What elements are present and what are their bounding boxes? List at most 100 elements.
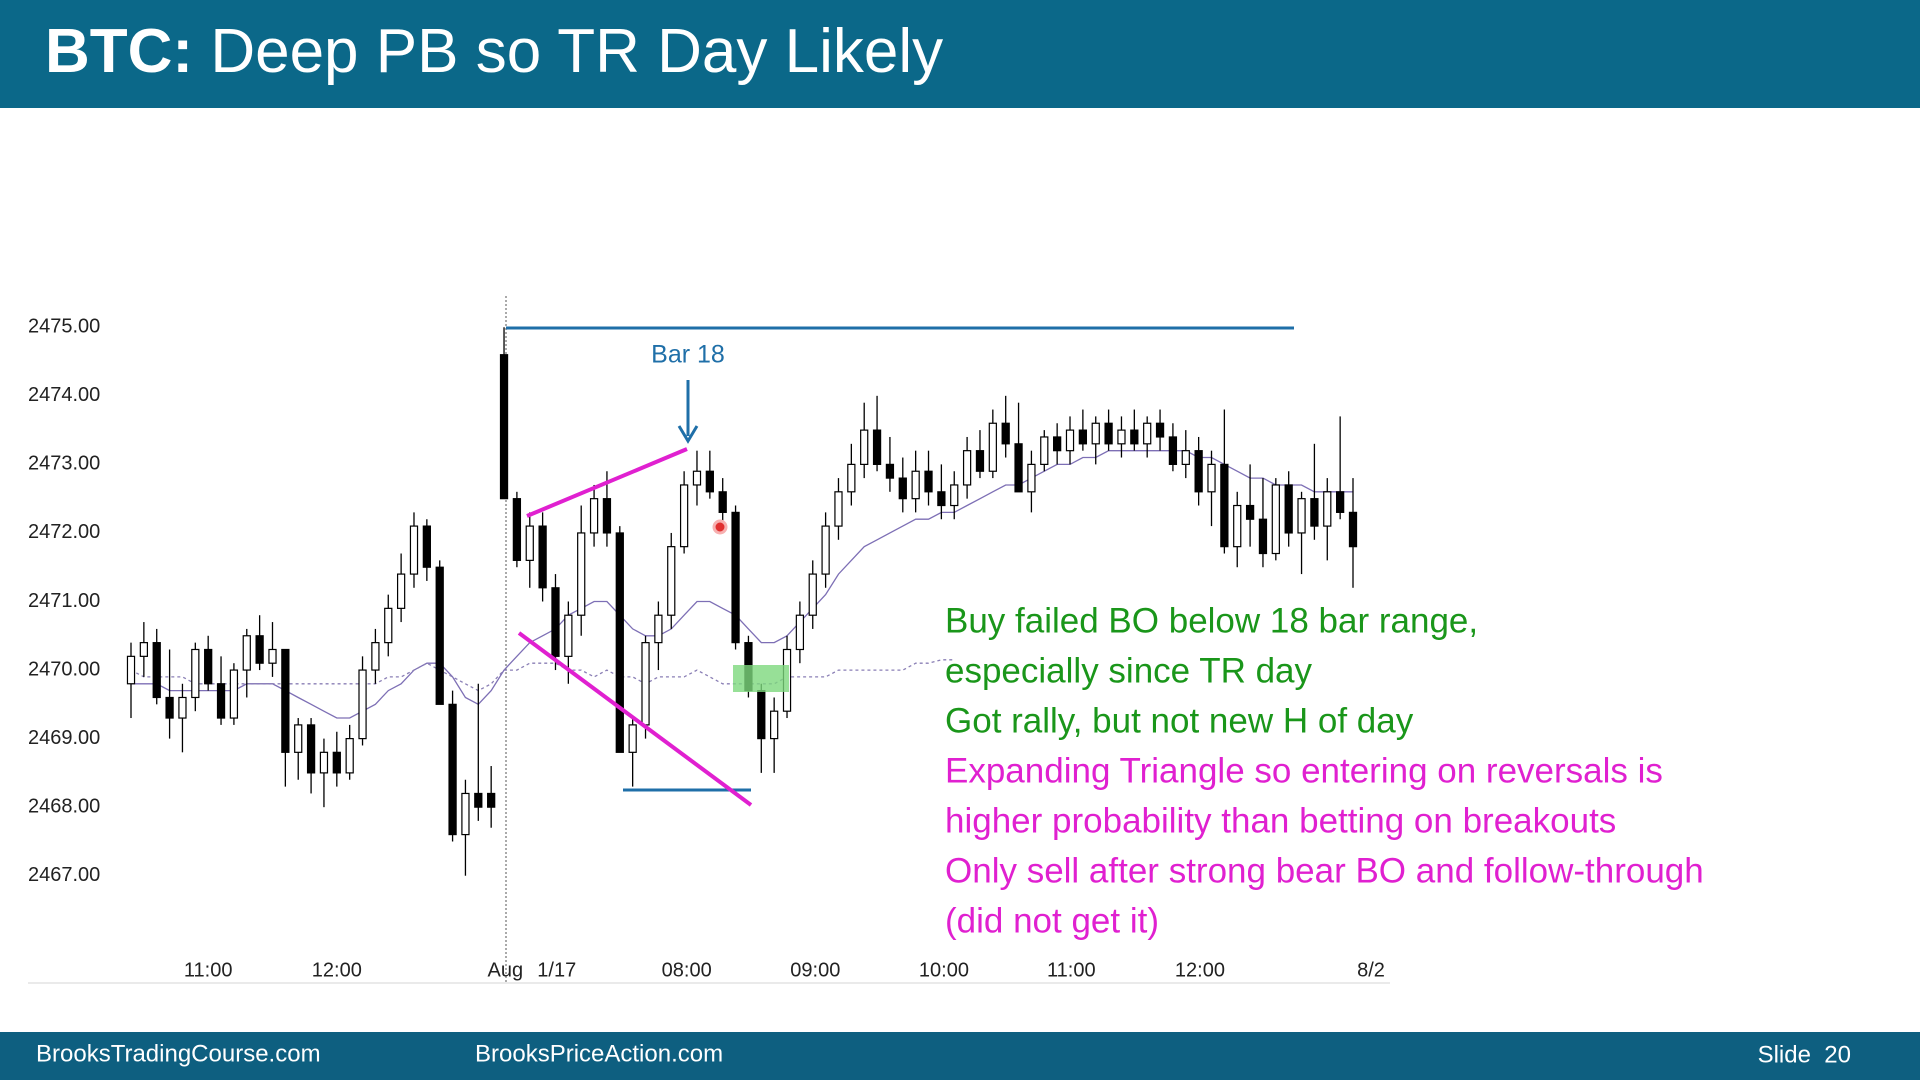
y-tick-label: 2469.00 bbox=[28, 727, 100, 749]
candle-body bbox=[1258, 518, 1268, 555]
candle-body bbox=[255, 635, 264, 664]
annotation-line: (did not get it) bbox=[945, 901, 1159, 940]
triangle-lower bbox=[517, 631, 753, 807]
y-tick-label: 2474.00 bbox=[28, 384, 100, 406]
candle-body bbox=[731, 511, 740, 644]
candle-body bbox=[487, 792, 496, 808]
candle-body bbox=[1348, 511, 1358, 548]
candle-body bbox=[1014, 443, 1023, 493]
candle-body bbox=[499, 354, 509, 500]
triangle-upper bbox=[526, 447, 688, 518]
candle-body bbox=[718, 491, 727, 513]
candle-body bbox=[1155, 422, 1165, 438]
y-tick-label: 2472.00 bbox=[28, 521, 100, 543]
annotation-line: higher probability than betting on break… bbox=[945, 801, 1616, 840]
candle-body bbox=[319, 751, 329, 774]
candle-body bbox=[654, 614, 663, 644]
x-tick-label: 10:00 bbox=[919, 959, 969, 981]
candle-body bbox=[551, 587, 560, 657]
candle-body bbox=[1001, 422, 1010, 445]
candle-body bbox=[345, 738, 354, 774]
candle-body bbox=[770, 710, 779, 740]
buy-zone bbox=[733, 665, 789, 692]
x-tick-label: 11:00 bbox=[184, 959, 233, 981]
header-bar bbox=[0, 0, 1920, 108]
candle-body bbox=[1065, 429, 1075, 452]
candle-body bbox=[1194, 450, 1203, 493]
candle-body bbox=[1335, 491, 1345, 513]
candle-body bbox=[461, 792, 470, 836]
x-tick-label: Aug bbox=[488, 959, 524, 981]
candle-body bbox=[448, 703, 457, 836]
candle-body bbox=[1284, 484, 1293, 534]
candle-body bbox=[139, 642, 149, 657]
candle-body bbox=[332, 751, 341, 774]
candle-body bbox=[191, 648, 200, 699]
candle-body bbox=[679, 484, 689, 548]
candle-body bbox=[1078, 429, 1088, 445]
candle-body bbox=[165, 696, 174, 719]
candle-body bbox=[885, 463, 895, 479]
cursor-dot bbox=[712, 519, 728, 535]
candle-body bbox=[435, 566, 444, 705]
x-tick-label: 8/2 bbox=[1357, 959, 1385, 981]
candle-body bbox=[1323, 491, 1332, 527]
candle-body bbox=[692, 470, 702, 486]
candle-body bbox=[1040, 436, 1049, 465]
candle-body bbox=[988, 422, 997, 472]
candle-body bbox=[1053, 436, 1062, 452]
candle-body bbox=[1181, 450, 1190, 465]
candle-body bbox=[795, 614, 805, 651]
annotation-line: Expanding Triangle so entering on revers… bbox=[945, 751, 1663, 790]
candle-body bbox=[242, 635, 251, 671]
candle-body bbox=[898, 477, 907, 500]
bar18-label: Bar 18 bbox=[651, 341, 725, 369]
candle-body bbox=[705, 470, 714, 493]
candle-body bbox=[577, 532, 586, 616]
candle-body bbox=[1117, 429, 1126, 445]
candle-body bbox=[1310, 498, 1319, 527]
candle-body bbox=[474, 792, 483, 808]
candle-body bbox=[872, 429, 882, 465]
x-tick-label: 09:00 bbox=[790, 959, 840, 981]
candle-body bbox=[229, 669, 239, 719]
candle-body bbox=[962, 450, 972, 486]
candle-body bbox=[281, 648, 290, 753]
candle-body bbox=[937, 491, 946, 507]
candle-body bbox=[821, 525, 830, 575]
annotation-line: Got rally, but not new H of day bbox=[945, 701, 1414, 740]
candle-body bbox=[396, 573, 406, 609]
candle-body bbox=[641, 642, 650, 726]
candle-body bbox=[371, 642, 380, 671]
y-tick-label: 2471.00 bbox=[28, 590, 100, 612]
candle-body bbox=[358, 669, 367, 740]
x-tick-label: 12:00 bbox=[312, 959, 362, 981]
candle-body bbox=[602, 498, 612, 534]
x-tick-label: 08:00 bbox=[662, 959, 712, 981]
candle-body bbox=[860, 429, 869, 465]
candle-body bbox=[628, 724, 637, 753]
candle-body bbox=[911, 470, 920, 500]
candle-body bbox=[924, 470, 933, 493]
candle-body bbox=[847, 463, 856, 493]
candle-body bbox=[1091, 422, 1100, 445]
y-tick-label: 2468.00 bbox=[28, 795, 100, 817]
candle-body bbox=[808, 573, 817, 616]
candle-body bbox=[204, 648, 213, 685]
y-tick-label: 2467.00 bbox=[28, 864, 100, 886]
candle-body bbox=[1207, 463, 1216, 493]
candle-body bbox=[1027, 463, 1036, 493]
candle-body bbox=[1297, 498, 1306, 534]
y-tick-label: 2470.00 bbox=[28, 658, 100, 680]
x-tick-label: 1/17 bbox=[537, 959, 576, 981]
candle-body bbox=[1233, 504, 1242, 548]
x-tick-label: 12:00 bbox=[1175, 959, 1225, 981]
title-text: Deep PB so TR Day Likely bbox=[210, 17, 943, 86]
title-prefix: BTC: bbox=[45, 17, 193, 86]
footer-bar bbox=[0, 1032, 1920, 1080]
candle-body bbox=[1245, 504, 1255, 520]
y-tick-label: 2475.00 bbox=[28, 316, 100, 338]
plot bbox=[126, 327, 1358, 876]
y-tick-label: 2473.00 bbox=[28, 453, 100, 475]
